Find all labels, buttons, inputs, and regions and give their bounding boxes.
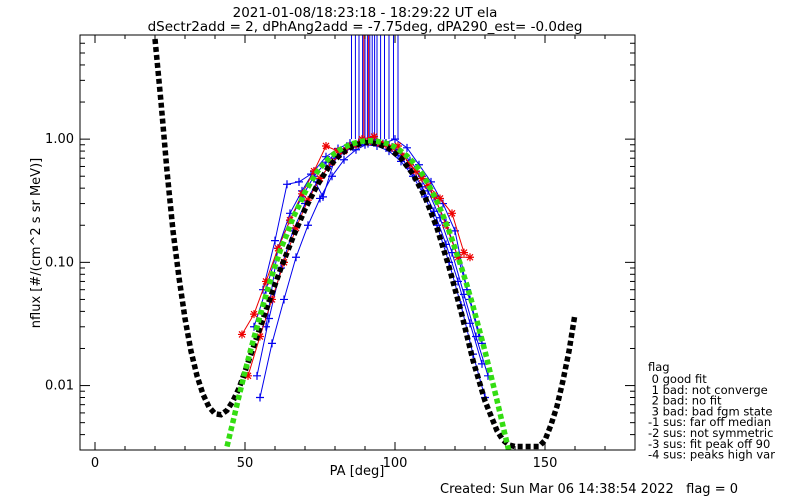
legend-item: 1 bad: not converge [648,383,768,397]
legend-item: -3 sus: fit peak off 90 [648,437,770,451]
flux-line [265,139,483,344]
data-layer [152,35,578,450]
star-marker [292,224,300,233]
flux-line [253,140,483,365]
plus-marker [295,177,303,186]
legend-item: -4 sus: peaks high var [648,448,775,462]
legend-item: 0 good fit [648,372,707,386]
plus-marker [292,253,300,262]
plus-marker [448,248,456,257]
series-2-line-plus [253,140,489,402]
flag-legend: flag 0 good fit 1 bad: not converge 2 ba… [648,360,775,462]
star-marker [262,277,270,286]
axes-layer: 0 50 100 150 0.01 0.10 1.00 [45,34,635,471]
plus-marker [319,192,327,201]
star-marker [256,332,264,341]
star-marker [298,189,306,198]
fit-curve [224,138,512,450]
star-marker [454,253,462,262]
series-0-dashed-thick [152,38,578,450]
plus-marker [268,339,276,348]
plus-marker [304,221,312,230]
star-marker [394,141,402,150]
plus-marker [283,180,291,189]
legend-item: -2 sus: not symmetric [648,426,773,440]
star-marker [304,196,312,205]
legend-item: -1 sus: far off median [648,415,771,429]
star-marker [460,248,468,257]
y-axis-label: nflux [#/(cm^2 s sr MeV)] [29,158,44,328]
star-marker [424,181,432,190]
x-tick-label: 100 [383,456,408,471]
star-marker [310,167,318,176]
fit-curve [152,38,578,450]
plus-marker [253,371,261,380]
footer-text: Created: Sun Mar 06 14:38:54 2022 flag =… [440,482,738,497]
star-marker [238,330,246,339]
star-marker [274,244,282,253]
flux-line [247,141,465,376]
star-marker [244,371,252,380]
star-marker [448,209,456,218]
star-marker [466,253,474,262]
chart-title: 2021-01-08/18:23:18 - 18:29:22 UT ela [233,5,498,21]
series-10-vlines [363,35,370,140]
plot-frame [79,34,636,451]
star-marker [322,141,330,150]
star-marker [316,174,324,183]
star-marker [412,167,420,176]
plus-marker [391,135,399,144]
series-1-dashed-thick [224,138,512,450]
legend-title: flag [648,360,670,374]
x-tick-label: 150 [533,456,558,471]
flux-line [256,144,486,398]
legend-item: 2 bad: no fit [648,394,722,408]
x-tick-label: 50 [237,456,254,471]
plus-marker [256,393,264,402]
y-tick-label: 1.00 [45,132,74,147]
star-marker [334,147,342,156]
chart-subtitle: dSectr2add = 2, dPhAng2add = -7.75deg, d… [148,19,583,35]
x-tick-label: 0 [91,456,99,471]
star-marker [436,194,444,203]
star-marker [406,160,414,169]
plus-marker [340,155,348,164]
legend-item: 3 bad: bad fgm state [648,404,772,418]
x-axis-label: PA [deg] [330,464,385,479]
plus-marker [280,295,288,304]
series-4-line-plus [256,139,492,402]
star-marker [250,310,258,319]
flux-line [259,142,489,398]
series-9-vlines [351,35,399,140]
y-tick-label: 0.01 [45,379,74,394]
plus-marker [460,290,468,299]
plus-marker [403,143,411,152]
star-marker [370,132,378,141]
plus-marker [271,236,279,245]
y-tick-label: 0.10 [45,255,74,270]
